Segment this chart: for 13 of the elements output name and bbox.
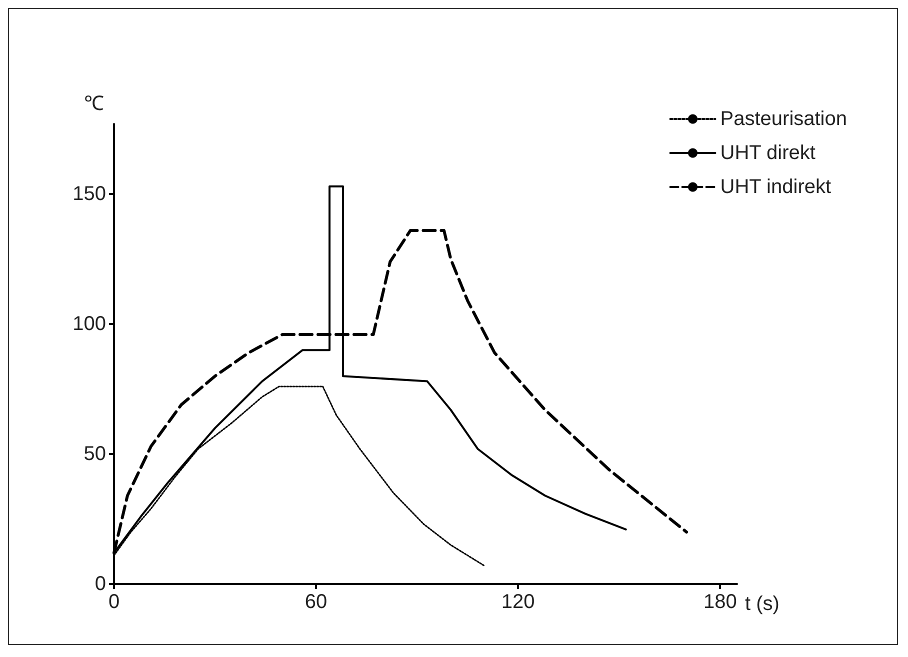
x-tick-label: 0	[108, 591, 120, 613]
y-tick-label: 50	[84, 443, 106, 466]
y-axis-title: ℃	[84, 93, 104, 115]
legend-label: UHT indirekt	[720, 176, 832, 198]
y-tick-label: 150	[72, 183, 106, 206]
x-tick-label: 180	[703, 591, 737, 613]
y-tick-label: 0	[94, 573, 106, 595]
legend-label: UHT direkt	[720, 142, 816, 164]
x-axis-title: t (s)	[745, 593, 780, 615]
legend-label: Pasteurisation	[720, 108, 848, 130]
x-tick-label: 60	[304, 591, 328, 613]
x-tick-label: 120	[501, 591, 535, 613]
y-tick-label: 100	[72, 313, 106, 336]
